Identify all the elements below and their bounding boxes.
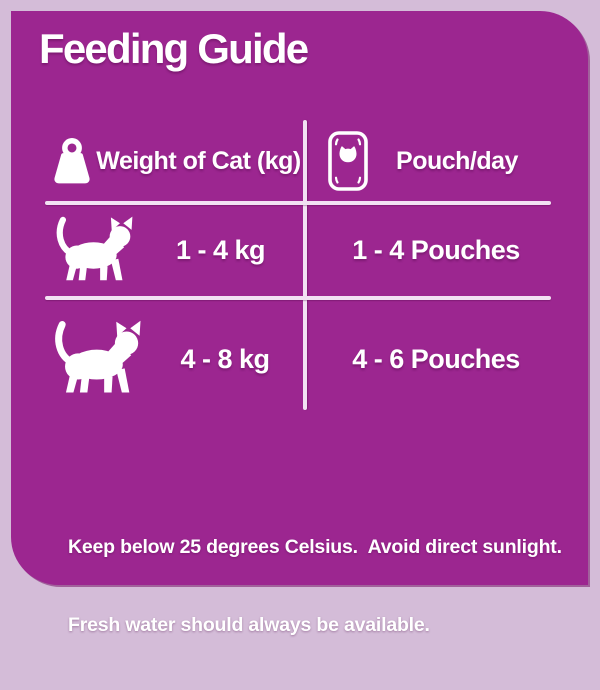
storage-note-line-1: Keep below 25 degrees Celsius. Avoid dir… — [68, 536, 562, 558]
table-row-1-pouches: 1 - 4 Pouches — [310, 207, 562, 293]
table-row-1-weight: 1 - 4 kg — [45, 207, 302, 293]
pouch-icon — [328, 131, 368, 191]
header-pouch-cell: Pouch/day — [310, 121, 562, 201]
small-cat-icon — [53, 214, 139, 287]
column-divider — [303, 120, 307, 410]
storage-note-line-2: Fresh water should always be available. — [68, 614, 430, 636]
row-divider-1 — [45, 201, 551, 205]
page-title: Feeding Guide — [39, 25, 309, 72]
storage-note: Keep below 25 degrees Celsius. Avoid dir… — [68, 482, 562, 690]
row-divider-2 — [45, 296, 551, 300]
header-weight-label: Weight of Cat (kg) — [96, 146, 301, 175]
header-pouch-label: Pouch/day — [396, 146, 518, 175]
header-weight-cell: Weight of Cat (kg) — [45, 121, 302, 201]
large-cat-icon — [51, 318, 148, 400]
table-row-2-pouches: 4 - 6 Pouches — [310, 303, 562, 415]
packaging-background: Feeding Guide Weight of Cat (kg) — [11, 11, 588, 636]
row-1-weight-value: 1 - 4 kg — [175, 234, 266, 265]
feeding-guide-panel: Feeding Guide Weight of Cat (kg) — [11, 11, 588, 636]
row-2-weight-value: 4 - 8 kg — [180, 343, 270, 374]
row-1-pouches-value: 1 - 4 Pouches — [352, 234, 520, 265]
table-row-2-weight: 4 - 8 kg — [45, 303, 302, 415]
weight-icon — [49, 137, 95, 185]
row-2-pouches-value: 4 - 6 Pouches — [352, 343, 520, 374]
